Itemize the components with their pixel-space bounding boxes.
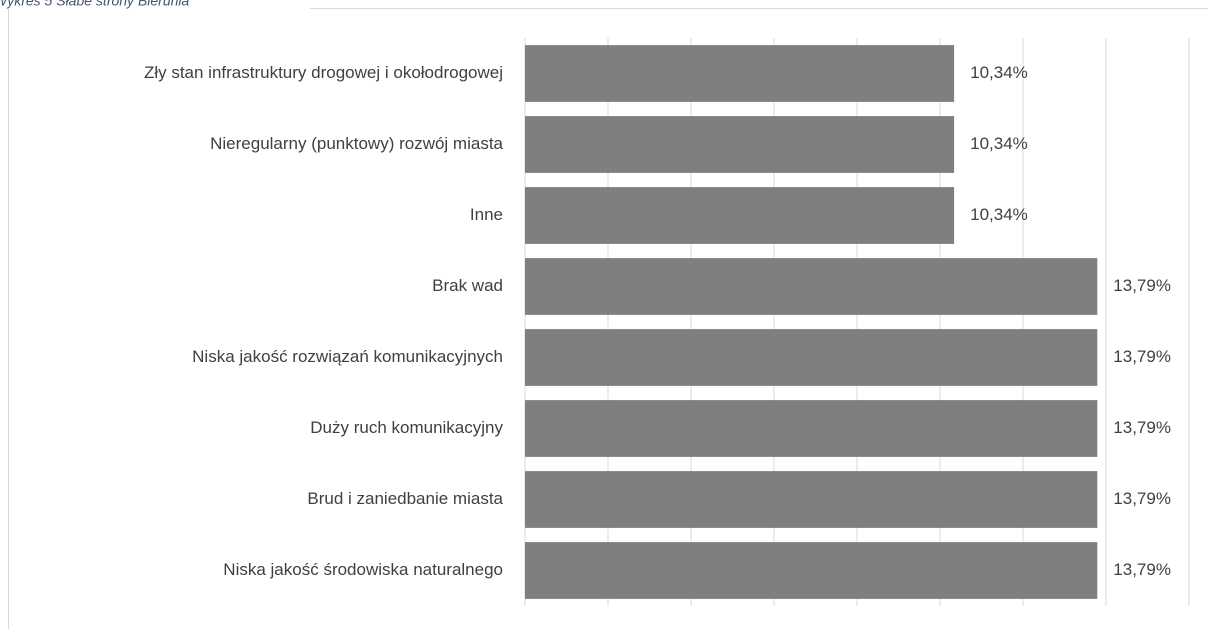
y-tick-label: Inne [470, 205, 503, 224]
value-label: 13,79% [1113, 489, 1171, 508]
value-label: 10,34% [970, 134, 1028, 153]
bar [525, 258, 1098, 315]
value-label: 13,79% [1113, 276, 1171, 295]
y-tick-label: Brak wad [432, 276, 503, 295]
y-tick-label: Nieregularny (punktowy) rozwój miasta [210, 134, 503, 153]
y-tick-label: Duży ruch komunikacyjny [310, 418, 503, 437]
bar [525, 329, 1098, 386]
y-tick-label: Brud i zaniedbanie miasta [307, 489, 503, 508]
bar [525, 400, 1098, 457]
bar [525, 471, 1098, 528]
bar [525, 187, 955, 244]
value-label: 13,79% [1113, 347, 1171, 366]
bar [525, 542, 1098, 599]
y-tick-label: Zły stan infrastruktury drogowej i około… [144, 63, 503, 82]
y-tick-label: Niska jakość środowiska naturalnego [223, 560, 503, 579]
bar [525, 116, 955, 173]
y-tick-label: Niska jakość rozwiązań komunikacyjnych [192, 347, 503, 366]
value-label: 13,79% [1113, 418, 1171, 437]
value-label: 10,34% [970, 63, 1028, 82]
value-label: 10,34% [970, 205, 1028, 224]
chart-title: Wykres 5 Słabe strony Bierunia [0, 0, 190, 9]
value-label: 13,79% [1113, 560, 1171, 579]
bar [525, 45, 955, 102]
